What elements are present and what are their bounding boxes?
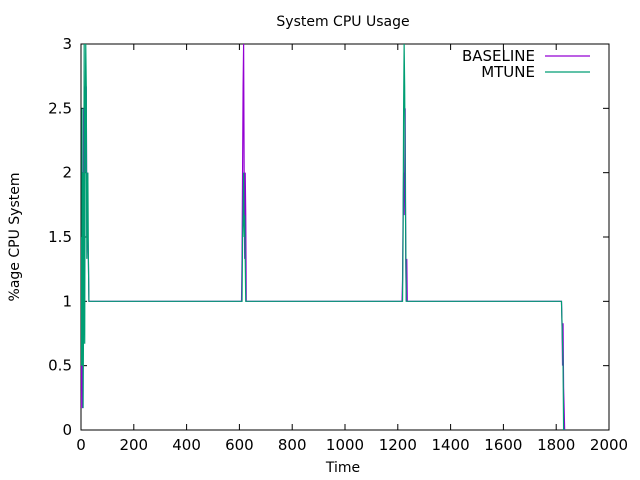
x-tick-label: 400	[172, 436, 201, 454]
y-tick-label: 1.5	[48, 228, 72, 246]
x-tick-label: 0	[76, 436, 86, 454]
x-tick-label: 1800	[537, 436, 575, 454]
x-axis-title: Time	[325, 460, 360, 476]
y-tick-label: 0	[62, 421, 72, 439]
y-tick-label: 3	[62, 35, 72, 53]
y-tick-label: 2.5	[48, 99, 72, 117]
legend-label-baseline: BASELINE	[462, 47, 535, 65]
x-tick-label: 600	[225, 436, 254, 454]
x-tick-label: 200	[119, 436, 148, 454]
series-line-mtune	[81, 44, 566, 430]
x-tick-label: 1000	[326, 436, 364, 454]
plot-area: 0 200 400 600 800 1000 1200 1400 1600 1800 2000 0 0.…	[48, 35, 628, 454]
y-tick-label: 2	[62, 164, 72, 182]
x-tick-label: 1200	[379, 436, 417, 454]
plot-frame	[80, 43, 610, 431]
chart-title: System CPU Usage	[276, 14, 409, 30]
legend-label-mtune: MTUNE	[481, 63, 535, 81]
y-tick-label: 1	[62, 292, 72, 310]
x-tick-label: 800	[278, 436, 307, 454]
x-tick-label: 1400	[432, 436, 470, 454]
y-tick-label: 0.5	[48, 357, 72, 375]
y-axis-title: %age CPU System	[7, 173, 23, 302]
series-line-baseline	[81, 44, 566, 430]
x-tick-label: 1600	[484, 436, 522, 454]
x-tick-label: 2000	[590, 436, 628, 454]
